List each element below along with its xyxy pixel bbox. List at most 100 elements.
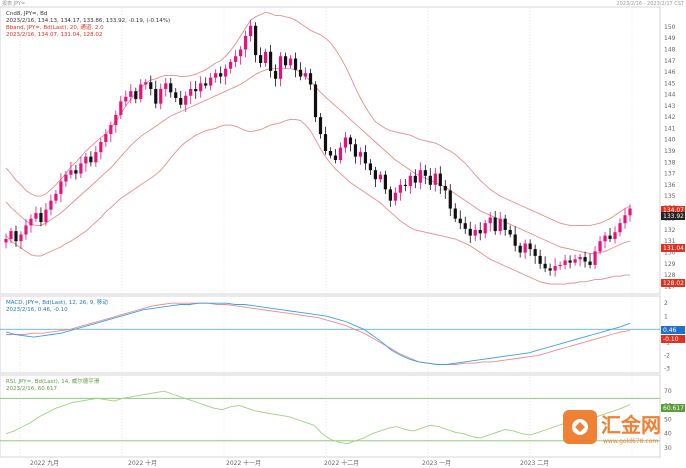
candle-body [498, 218, 502, 232]
candle-body [49, 200, 53, 210]
price-tick-label: 145 [664, 80, 676, 87]
candle-body [458, 218, 462, 224]
rsi-panel [0, 374, 661, 458]
candle-body [623, 215, 627, 224]
candle-body [513, 234, 517, 246]
price-tick-label: 141 [664, 125, 676, 132]
price-tick-label: 138 [664, 159, 676, 166]
x-tick-label: 2023 二月 [520, 460, 549, 467]
candle-body [84, 156, 88, 164]
x-tick-label: 2022 十二月 [324, 459, 359, 467]
macd-main-line [5, 302, 631, 365]
candlestick-series [4, 19, 632, 277]
candle-body [19, 234, 23, 242]
candle-body [468, 228, 472, 236]
last-close-badge [661, 212, 685, 220]
rsi-tick-label: 40 [664, 431, 672, 438]
candle-body [413, 175, 417, 183]
bb-mid-badge-text: 131.04 [663, 245, 684, 252]
macd-series [0, 302, 660, 365]
x-axis-ticks: 2022 九月 2022 十月 2022 十一月 2022 十二月 2023 一月 202… [30, 459, 549, 467]
candle-body [14, 231, 18, 242]
candle-body [288, 58, 293, 66]
candle-body [568, 260, 572, 263]
candle-body [278, 56, 283, 79]
candle-body [29, 218, 33, 226]
candle-body [473, 229, 477, 236]
macd-legend-values: 2023/2/16, 0.46, -0.10 [6, 307, 68, 313]
header-right: 2023/2/16 - 2023/2/17 CST [616, 1, 685, 7]
candle-body [34, 213, 38, 219]
price-tick-label: 131 [664, 238, 676, 245]
candle-body [249, 25, 253, 36]
candle-body [129, 91, 133, 97]
candle-body [164, 83, 168, 89]
y-axis-ticks: 1501491481471461451441431421411401391381… [664, 24, 676, 452]
candle-body [94, 152, 98, 163]
x-tick-label: 2022 九月 [30, 459, 59, 467]
candle-body [273, 70, 278, 79]
bband-lower-line [5, 118, 630, 285]
rsi-legend-values: 2023/2/16, 60.617 [6, 386, 57, 392]
candle-body [234, 56, 238, 62]
candle-body [438, 173, 442, 186]
candle-body [194, 88, 198, 92]
watermark-url: www.gold678.com [603, 438, 658, 445]
candle-body [443, 185, 447, 191]
macd-tick-label: -3 [664, 365, 670, 372]
bb-lower-badge [661, 279, 685, 287]
candle-body [553, 266, 557, 271]
candle-body [488, 217, 492, 224]
candle-body [448, 190, 452, 209]
bb-mid-badge [661, 244, 685, 252]
candle-body [608, 235, 612, 239]
candle-body [618, 223, 622, 233]
price-panel [0, 6, 661, 295]
candle-body [318, 117, 323, 135]
watermark-brand: 汇金网 [601, 413, 661, 437]
candle-body [79, 163, 83, 174]
candle-body [603, 235, 607, 242]
candle-body [4, 238, 8, 243]
x-tick-label: 2023 一月 [422, 460, 451, 467]
candle-body [104, 134, 108, 142]
candle-body [343, 137, 348, 148]
macd-tick-label: 1 [664, 313, 668, 320]
candle-body [298, 69, 303, 77]
price-tick-label: 128 [664, 272, 676, 279]
macd-legend-title: MACD, JPY=, Bd(Last), 12, 26, 9, 移动 [6, 298, 108, 306]
candle-body [503, 218, 507, 230]
price-tick-label: 149 [664, 35, 676, 42]
macd-signal-badge-text: -0.10 [663, 336, 679, 343]
candle-body [578, 257, 582, 260]
macd-tick-label: 2 [664, 300, 668, 307]
candle-body [393, 192, 397, 201]
price-legend-values: 2023/2/16, 134.13, 134.17, 133.86, 133.9… [6, 18, 170, 24]
rsi-line [5, 390, 631, 445]
macd-line-badge [661, 326, 685, 334]
price-tick-label: 146 [664, 69, 676, 76]
bb-lower-badge-text: 128.02 [663, 280, 684, 287]
candle-body [149, 82, 153, 89]
candle-body [114, 114, 118, 126]
price-tick-label: 140 [664, 137, 676, 144]
candle-body [398, 184, 402, 193]
candle-body [59, 181, 63, 194]
bb-upper-badge-text: 134.07 [663, 207, 684, 214]
candle-body [423, 170, 427, 176]
candle-body [538, 255, 542, 264]
candle-body [313, 84, 318, 118]
candle-body [159, 88, 163, 104]
candle-body [613, 232, 617, 239]
rsi-tick-label: 30 [664, 445, 672, 452]
candle-body [323, 134, 328, 151]
candle-body [9, 231, 13, 239]
candle-body [268, 51, 273, 71]
candle-body [74, 170, 78, 174]
candle-body [418, 170, 422, 183]
candle-body [588, 261, 592, 265]
candle-body [388, 189, 392, 201]
candle-body [308, 73, 313, 85]
price-tick-label: 139 [664, 148, 676, 155]
